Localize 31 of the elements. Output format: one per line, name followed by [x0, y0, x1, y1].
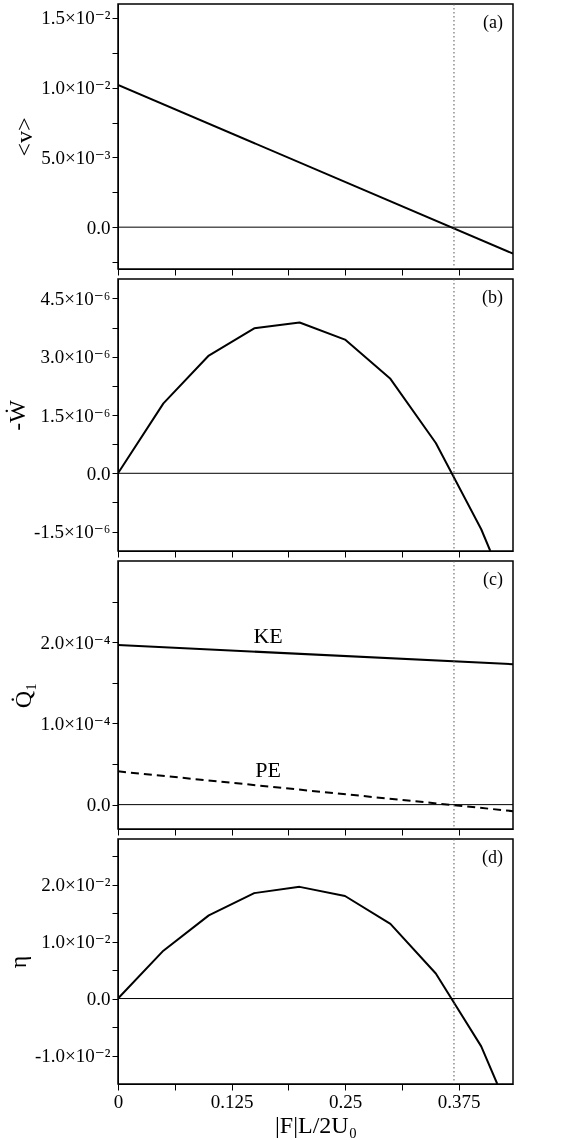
annotation: (c) [483, 569, 503, 590]
y-tick-label: 0.0 [86, 462, 111, 484]
annotation: (a) [483, 12, 503, 33]
y-tick-label: 2.0×10⁻² [41, 874, 111, 896]
y-tick-label: -1.5×10⁻⁶ [34, 521, 111, 543]
y-axis-title: <v> [11, 117, 38, 157]
x-axis-title: |F|L/2U₀ [275, 1111, 357, 1138]
y-tick-label: 1.0×10⁻⁴ [40, 712, 111, 734]
x-tick-label: 0 [113, 1090, 124, 1112]
y-tick-label: 4.5×10⁻⁶ [40, 287, 111, 309]
series-label: KE [253, 623, 283, 649]
x-tick-label: 0.25 [328, 1090, 363, 1112]
series-label: PE [255, 757, 281, 783]
y-tick-label: 1.0×10⁻² [41, 77, 111, 99]
annotation: (d) [482, 847, 503, 868]
y-tick-label: 0.0 [86, 216, 111, 238]
y-axis-title: η [4, 955, 31, 969]
y-tick-label: 2.0×10⁻⁴ [40, 631, 111, 653]
x-tick-label: 0.375 [437, 1090, 481, 1112]
y-tick-label: 0.0 [86, 794, 111, 816]
y-axis-title: Q̇₁ [10, 682, 37, 709]
y-tick-label: 5.0×10⁻³ [41, 146, 111, 168]
y-tick-label: 3.0×10⁻⁶ [40, 346, 111, 368]
y-tick-label: 1.5×10⁻² [41, 7, 111, 29]
y-tick-label: -1.0×10⁻² [34, 1045, 111, 1067]
x-tick-label: 0.125 [210, 1090, 254, 1112]
y-axis-title: -Ẇ [4, 399, 31, 431]
annotation: (b) [482, 287, 503, 308]
y-tick-label: 1.0×10⁻² [41, 931, 111, 953]
y-tick-label: 0.0 [86, 988, 111, 1010]
y-tick-label: 1.5×10⁻⁶ [40, 404, 111, 426]
